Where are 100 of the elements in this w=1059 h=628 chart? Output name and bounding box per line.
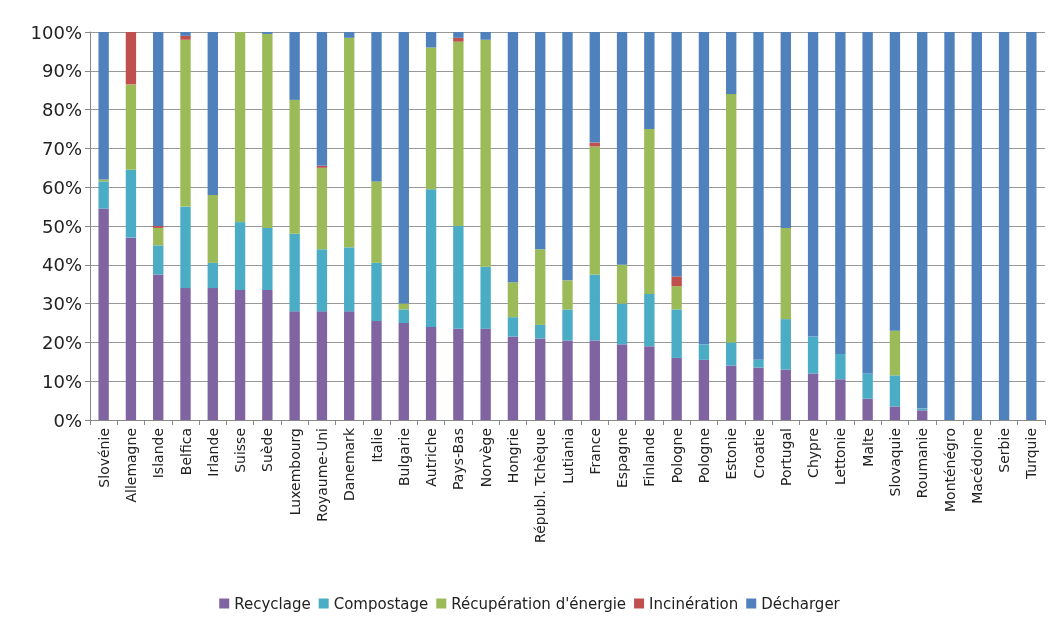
bar [289,311,300,420]
bar [425,189,437,327]
bar [425,47,437,190]
bar [453,226,464,329]
bar [535,249,546,325]
bar [698,359,710,420]
bar [726,342,737,366]
bar [153,274,164,420]
bar [344,311,355,420]
bar [344,247,355,312]
bar [398,323,409,420]
bar [125,237,137,420]
bar [234,290,246,420]
x-tick-label: Roumanie [914,428,931,499]
bar [753,359,764,368]
bar [453,41,464,226]
bar [289,233,300,312]
x-tick-label: Hongrie [504,428,521,484]
bar [616,303,628,345]
bar [480,328,491,420]
bar [698,344,710,360]
bar [616,344,628,420]
bar [153,32,164,226]
bar [180,206,191,289]
bar [316,311,328,420]
x-tick-label: Norvège [477,428,494,488]
x-tick-label: Royaume-Uni [313,428,330,522]
bar [425,326,437,420]
x-tick-label: Républ. Tchèque [532,428,549,543]
bar [153,245,164,275]
bar [671,286,682,310]
x-tick-label: Pologne [695,428,712,484]
y-tick-label: 0% [53,409,82,431]
bar [807,373,819,420]
bar [535,324,546,339]
y-tick-label: 100% [30,21,82,43]
x-tick-label: France [586,428,603,475]
x-tick-label: Slovaquie [886,428,903,497]
y-tick-label: 60% [41,176,82,198]
bar [917,410,928,420]
bar [698,32,710,345]
bar [807,32,819,337]
x-tick-label: Macédoine [968,428,985,504]
bar [562,280,573,310]
bar [289,32,300,100]
bar [98,181,109,209]
bar [589,146,600,275]
x-tick-label: Allemagne [122,428,139,503]
x-tick-label: Monténégro [941,428,958,513]
legend-label: Recyclage [234,594,311,613]
bar [98,208,109,420]
bar [562,309,573,341]
bar [726,365,737,420]
bar [1026,32,1037,420]
bar [889,406,901,420]
bar [562,340,573,420]
bar [507,282,519,318]
bar [180,35,191,40]
bar [671,309,682,358]
bar [535,32,546,250]
bar [207,32,218,195]
bar [371,181,382,263]
bar [371,321,382,420]
bar [917,32,928,409]
x-tick-label: Autriche [423,428,440,487]
bar [616,32,628,265]
bar [98,32,109,180]
x-tick-label: Pologne [668,428,685,484]
legend-label: Incinération [649,594,739,613]
bar [862,373,873,399]
bar [344,37,355,248]
bar [589,32,600,143]
bar [998,32,1010,420]
bar [807,336,819,374]
bar [507,317,519,337]
bar [535,338,546,420]
bar [644,32,655,129]
bar [835,379,846,420]
bar [316,167,328,250]
x-tick-label: Irlande [204,428,221,477]
bar [889,330,901,376]
bar [207,288,218,420]
bar [207,194,218,263]
bar [453,37,464,42]
bar [425,32,437,48]
bar [125,32,137,85]
y-tick-label: 30% [41,293,82,315]
bar [644,346,655,420]
bar [125,84,137,170]
bar [207,262,218,289]
bar [344,32,355,38]
bar [562,32,573,281]
x-tick-label: Danemark [341,427,358,501]
x-tick-label: Islande [150,428,167,479]
bar [780,319,791,370]
bar [507,32,519,283]
x-tick-label: Luxembourg [286,428,303,516]
x-tick-label: Pays-Bas [450,428,467,491]
bar [835,354,846,380]
bar [671,357,682,420]
